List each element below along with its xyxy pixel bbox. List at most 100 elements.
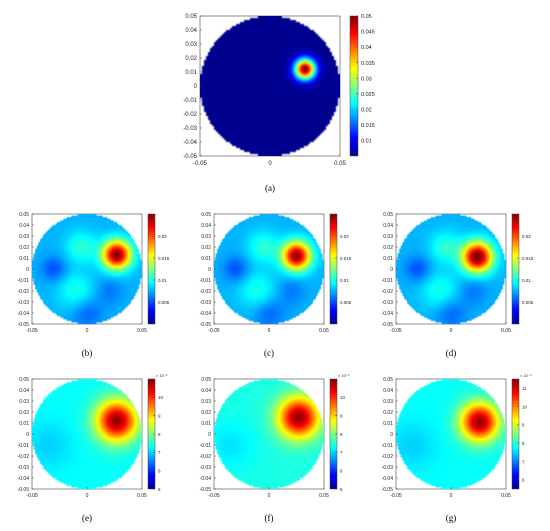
y-tick-label: 0.01 bbox=[19, 421, 29, 427]
colorbar-tick-label: 5 bbox=[158, 487, 161, 492]
heatmap-svg: 0.05 0.04 0.03 0.02 0.01 0 -0.01 -0.02 -0.03 -0.0… bbox=[382, 373, 532, 523]
y-tick-label: -0.03 bbox=[18, 465, 30, 471]
colorbar-tick-label: 8 bbox=[158, 432, 161, 437]
colorbar-tick-label: 0.045 bbox=[361, 30, 375, 36]
colorbar-tick-label: 7 bbox=[522, 459, 525, 464]
y-tick-label: 0.02 bbox=[19, 410, 29, 416]
colorbar-tick-label: 0.005 bbox=[522, 300, 534, 305]
y-tick-label: 0.03 bbox=[201, 399, 211, 405]
y-tick-label: 0.02 bbox=[19, 245, 29, 251]
y-tick-label: -0.01 bbox=[382, 443, 394, 449]
colorbar-tick-label: 0.02 bbox=[340, 234, 349, 239]
y-tick-label: 0.02 bbox=[383, 245, 393, 251]
x-tick-label: 0.05 bbox=[319, 493, 329, 499]
colorbar-tick-label: 10 bbox=[158, 395, 164, 400]
heatmap-svg: 0.05 0.04 0.03 0.02 0.01 0 -0.01 -0.02 -0.03 -0.0… bbox=[183, 14, 374, 193]
y-tick-label: -0.01 bbox=[18, 278, 30, 284]
y-tick-label: -0.05 bbox=[200, 322, 212, 328]
y-tick-label: 0.05 bbox=[383, 377, 393, 383]
colorbar-tick-label: 0.01 bbox=[158, 278, 167, 283]
x-tick-label: -0.05 bbox=[208, 493, 220, 499]
y-tick-label: -0.04 bbox=[382, 311, 394, 317]
x-tick-label: 0.05 bbox=[137, 493, 147, 499]
y-tick-label: -0.03 bbox=[382, 300, 394, 306]
colorbar-tick-label: 0.01 bbox=[340, 278, 349, 283]
y-tick-label: -0.04 bbox=[200, 311, 212, 317]
x-tick-label: 0 bbox=[268, 161, 272, 167]
colorbar-tick-label: 0.01 bbox=[522, 278, 531, 283]
colorbar bbox=[349, 15, 359, 157]
colorbar bbox=[511, 378, 520, 490]
panel-caption: (a) bbox=[265, 183, 275, 193]
colorbar-tick-label: 5 bbox=[340, 487, 343, 492]
colorbar-tick-label: 6 bbox=[340, 468, 343, 473]
y-tick-label: 0.03 bbox=[19, 399, 29, 405]
colorbar bbox=[511, 213, 520, 325]
y-tick-label: 0.05 bbox=[19, 212, 29, 218]
colorbar-tick-label: 0.02 bbox=[522, 234, 531, 239]
y-tick-label: 0.05 bbox=[201, 212, 211, 218]
y-tick-label: 0.02 bbox=[201, 410, 211, 416]
y-tick-label: -0.05 bbox=[18, 487, 30, 493]
y-tick-label: 0.04 bbox=[201, 223, 211, 229]
y-tick-label: -0.01 bbox=[18, 443, 30, 449]
y-tick-label: -0.02 bbox=[200, 289, 212, 295]
colorbar-tick-label: 0.015 bbox=[522, 256, 534, 261]
y-tick-label: -0.01 bbox=[382, 278, 394, 284]
heatmap-disk bbox=[396, 379, 506, 489]
y-tick-label: -0.01 bbox=[200, 278, 212, 284]
panel-e: 0.05 0.04 0.03 0.02 0.01 0 -0.01 -0.02 -0.03 -0.0… bbox=[8, 373, 186, 528]
y-tick-label: 0.03 bbox=[185, 42, 197, 48]
y-tick-label: -0.03 bbox=[382, 465, 394, 471]
heatmap-disk bbox=[214, 214, 324, 324]
panel-c: 0.05 0.04 0.03 0.02 0.01 0 -0.01 -0.02 -0.03 -0.0… bbox=[190, 208, 368, 363]
colorbar-exponent: × 10⁻³ bbox=[520, 373, 532, 378]
panel-b: 0.05 0.04 0.03 0.02 0.01 0 -0.01 -0.02 -0.03 -0.0… bbox=[8, 208, 186, 363]
y-tick-label: -0.02 bbox=[382, 289, 394, 295]
colorbar-tick-label: 0.04 bbox=[361, 45, 372, 51]
panel-d: 0.05 0.04 0.03 0.02 0.01 0 -0.01 -0.02 -0.03 -0.0… bbox=[372, 208, 550, 363]
x-tick-label: -0.05 bbox=[390, 493, 402, 499]
heatmap-disk bbox=[214, 379, 324, 489]
colorbar bbox=[329, 213, 338, 325]
x-tick-label: -0.05 bbox=[26, 493, 38, 499]
y-tick-label: -0.03 bbox=[183, 126, 197, 132]
y-tick-label: 0.04 bbox=[19, 388, 29, 394]
y-tick-label: 0.01 bbox=[19, 256, 29, 262]
y-tick-label: 0 bbox=[208, 432, 211, 438]
y-tick-label: 0.05 bbox=[383, 212, 393, 218]
y-tick-label: 0 bbox=[390, 432, 393, 438]
y-tick-label: -0.03 bbox=[18, 300, 30, 306]
x-tick-label: -0.05 bbox=[390, 328, 402, 334]
x-tick-label: 0 bbox=[268, 328, 271, 334]
x-tick-label: 0 bbox=[450, 493, 453, 499]
x-tick-label: 0.05 bbox=[334, 161, 346, 167]
colorbar-tick-label: 0.035 bbox=[361, 61, 375, 67]
panel-caption: (d) bbox=[446, 348, 457, 358]
y-tick-label: -0.05 bbox=[18, 322, 30, 328]
y-tick-label: -0.03 bbox=[200, 300, 212, 306]
colorbar-tick-label: 9 bbox=[158, 413, 161, 418]
colorbar bbox=[147, 213, 156, 325]
colorbar-tick-label: 11 bbox=[522, 386, 527, 391]
x-tick-label: 0 bbox=[268, 493, 271, 499]
panel-caption: (f) bbox=[265, 513, 274, 523]
y-tick-label: 0.01 bbox=[201, 256, 211, 262]
y-tick-label: 0.04 bbox=[383, 388, 393, 394]
colorbar-tick-label: 0.01 bbox=[361, 139, 372, 145]
y-tick-label: -0.05 bbox=[382, 322, 394, 328]
y-tick-label: -0.01 bbox=[200, 443, 212, 449]
y-tick-label: 0.02 bbox=[185, 56, 197, 62]
y-tick-label: 0 bbox=[390, 267, 393, 273]
colorbar-tick-label: 9 bbox=[340, 413, 343, 418]
y-tick-label: -0.05 bbox=[183, 154, 197, 160]
y-tick-label: 0.01 bbox=[383, 421, 393, 427]
y-tick-label: 0.03 bbox=[19, 234, 29, 240]
colorbar-tick-label: 0.05 bbox=[361, 14, 372, 20]
colorbar-tick-label: 8 bbox=[522, 441, 525, 446]
y-tick-label: 0.04 bbox=[383, 223, 393, 229]
colorbar-tick-label: 9 bbox=[522, 423, 525, 428]
heatmap-svg: 0.05 0.04 0.03 0.02 0.01 0 -0.01 -0.02 -0.03 -0.0… bbox=[382, 212, 534, 358]
colorbar-tick-label: 10 bbox=[340, 395, 346, 400]
y-tick-label: -0.01 bbox=[183, 98, 197, 104]
